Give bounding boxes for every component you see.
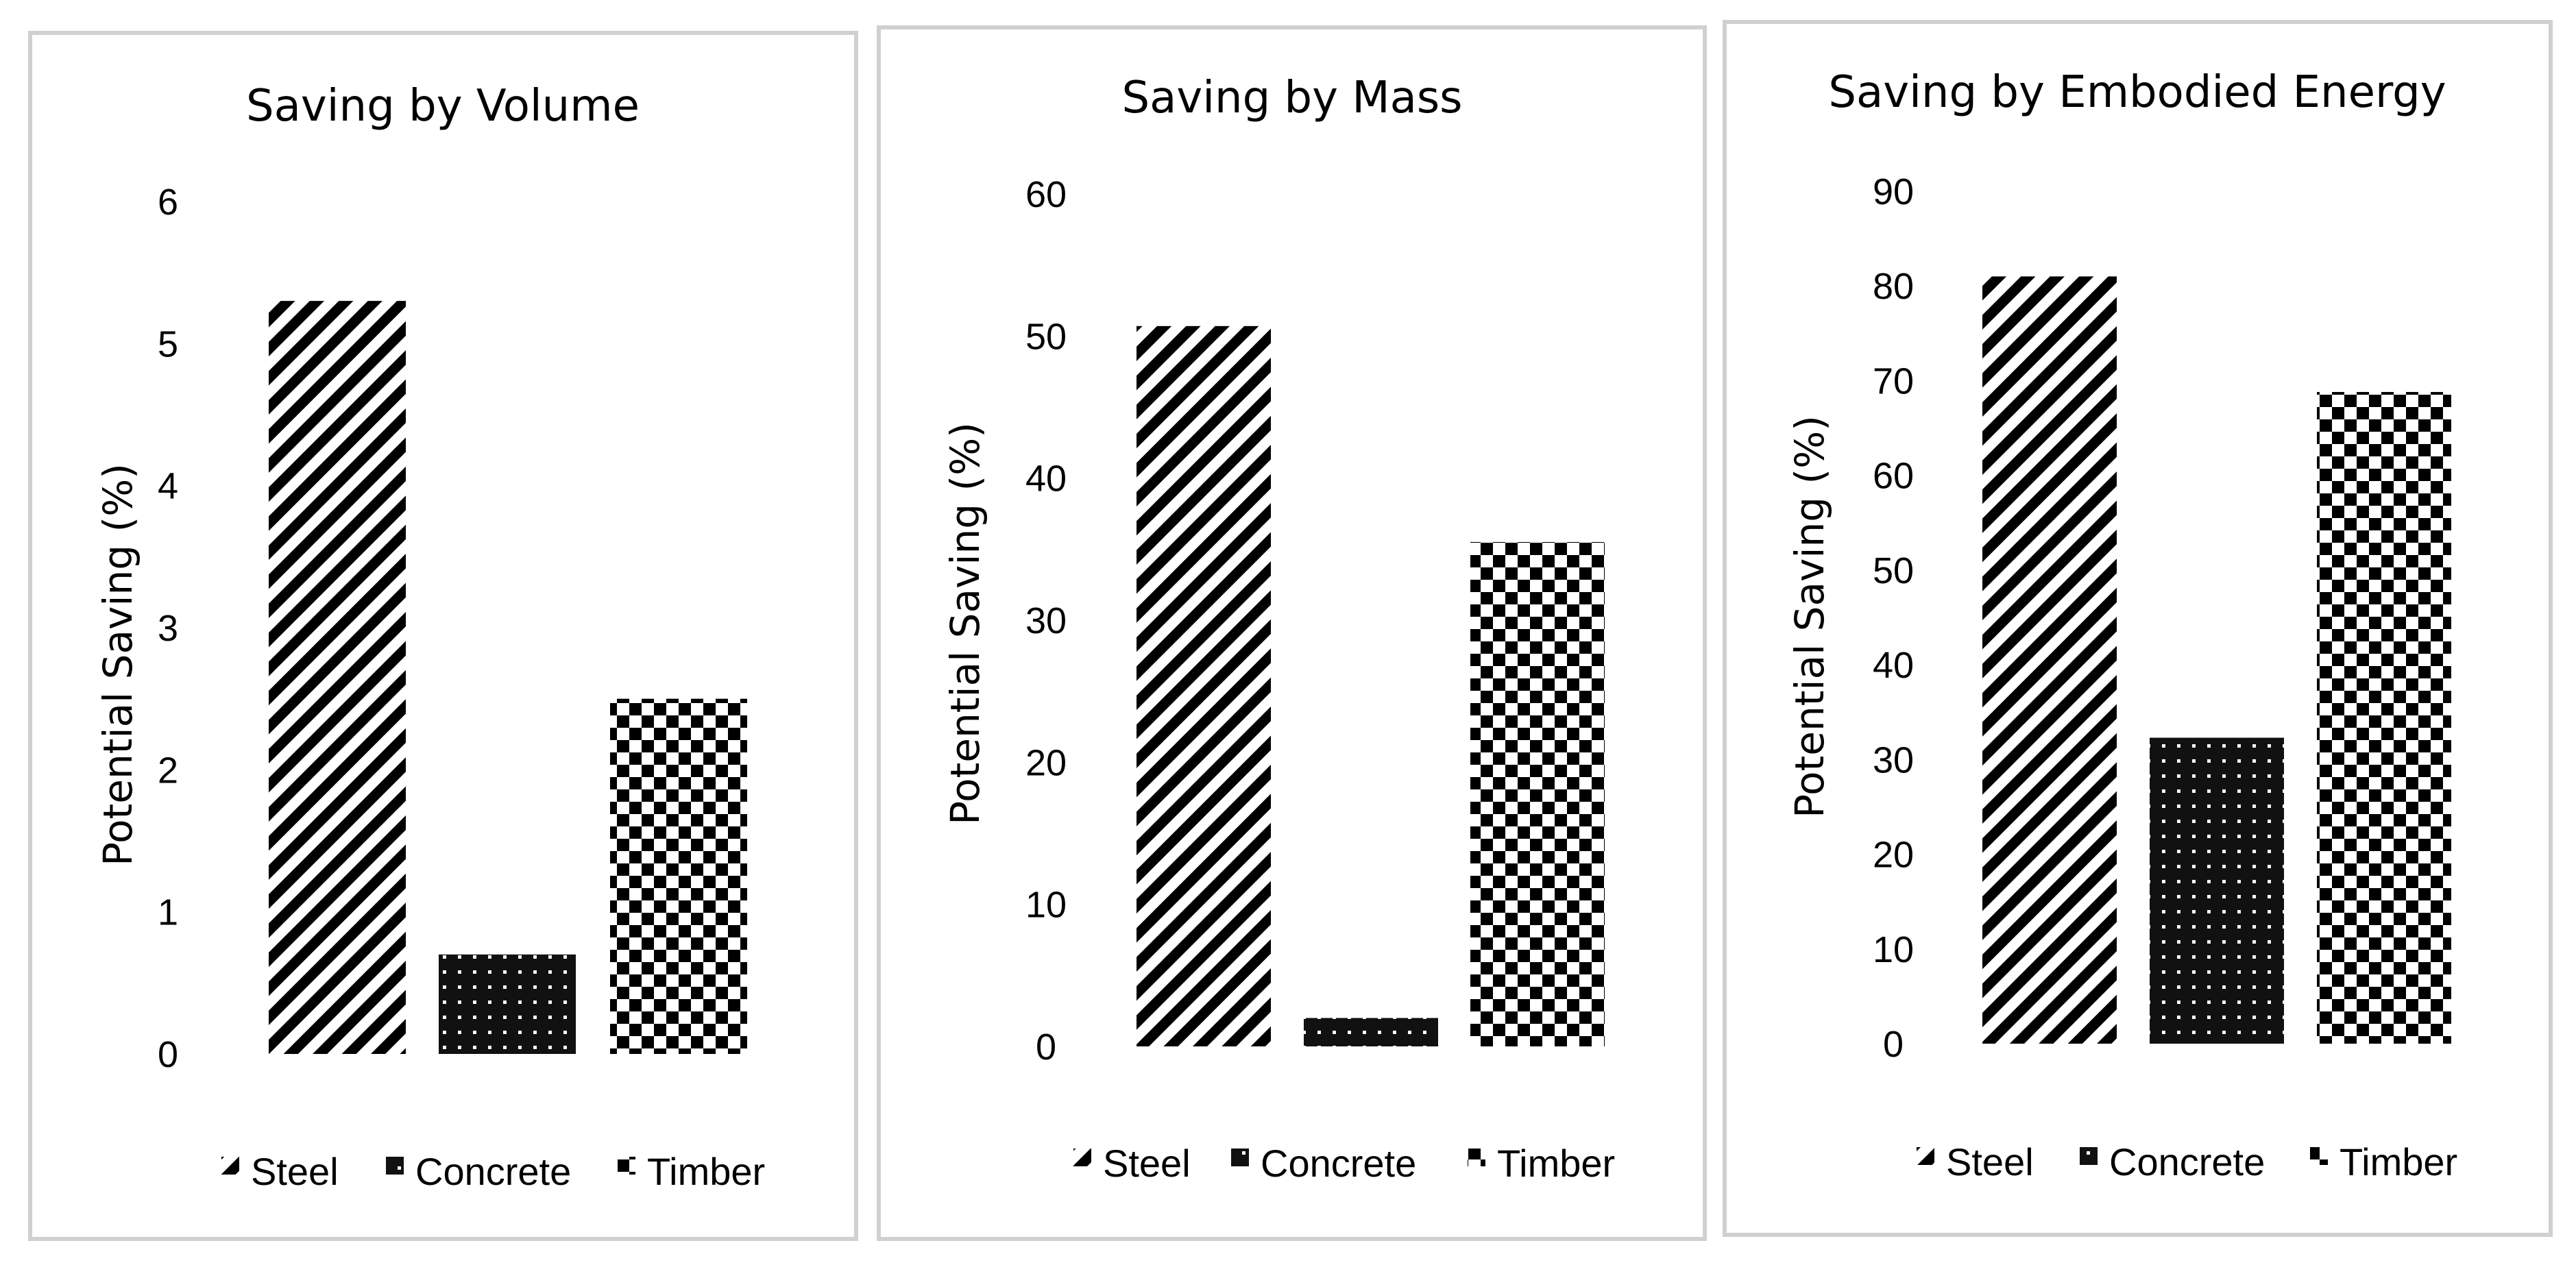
y-tick-label: 30 — [1025, 600, 1067, 641]
bar-steel — [1137, 326, 1271, 1046]
y-tick-label: 50 — [1873, 550, 1914, 591]
bars — [1982, 276, 2451, 1044]
legend: Steel Concrete Timber — [1917, 1140, 2457, 1183]
legend: Steel Concrete Timber — [221, 1150, 765, 1193]
legend-swatch-steel — [1917, 1147, 1934, 1165]
y-axis-label: Potential Saving (%) — [1786, 415, 1833, 818]
bar-concrete — [1304, 1018, 1438, 1046]
y-tick-label: 10 — [1025, 885, 1067, 926]
legend: Steel Concrete Timber — [1073, 1142, 1615, 1185]
bar-steel — [269, 301, 406, 1055]
legend-label-timber: Timber — [647, 1150, 765, 1193]
y-tick-label: 60 — [1873, 456, 1914, 497]
bars — [1137, 326, 1605, 1046]
legend-swatch-timber — [1468, 1149, 1485, 1166]
chart-frame — [28, 31, 858, 1241]
y-tick-label: 3 — [158, 608, 178, 649]
y-axis-ticks: 0 10 20 30 40 50 60 — [1025, 174, 1067, 1068]
legend-swatch-concrete — [386, 1157, 404, 1175]
legend-label-timber: Timber — [2340, 1140, 2457, 1183]
y-tick-label: 0 — [1883, 1024, 1904, 1065]
y-tick-label: 40 — [1873, 645, 1914, 686]
legend-swatch-concrete — [2080, 1147, 2098, 1165]
y-tick-label: 2 — [158, 750, 178, 791]
y-tick-label: 20 — [1873, 835, 1914, 876]
legend-label-concrete: Concrete — [415, 1150, 571, 1193]
y-tick-label: 40 — [1025, 458, 1067, 500]
y-tick-label: 30 — [1873, 739, 1914, 781]
chart-title: Saving by Mass — [1122, 73, 1463, 123]
legend-label-concrete: Concrete — [2109, 1140, 2265, 1183]
y-tick-label: 1 — [158, 892, 178, 933]
chart-panel-embodied-energy: Saving by Embodied Energy 0 10 20 30 40 50 60 7… — [1723, 20, 2553, 1237]
chart-panel-mass: Saving by Mass 0 10 20 30 40 50 60 Potential S… — [877, 25, 1707, 1241]
y-tick-label: 0 — [158, 1034, 178, 1075]
legend-swatch-concrete — [1231, 1149, 1249, 1166]
bar-concrete — [2150, 737, 2284, 1044]
y-tick-label: 10 — [1873, 929, 1914, 970]
y-axis-label: Potential Saving (%) — [942, 422, 988, 825]
y-tick-label: 70 — [1873, 360, 1914, 402]
y-axis-ticks: 0 10 20 30 40 50 60 70 80 90 — [1873, 171, 1914, 1065]
y-tick-label: 4 — [158, 466, 178, 507]
legend-swatch-steel — [221, 1157, 239, 1175]
chart-title: Saving by Volume — [246, 81, 640, 132]
y-tick-label: 60 — [1025, 174, 1067, 215]
legend-swatch-timber — [2310, 1147, 2328, 1165]
bar-timber — [610, 698, 747, 1054]
legend-swatch-steel — [1073, 1149, 1091, 1166]
legend-swatch-timber — [618, 1157, 635, 1175]
y-axis-ticks: 0 1 2 3 4 5 6 — [158, 182, 178, 1075]
bars — [269, 301, 747, 1055]
y-axis-label: Potential Saving (%) — [95, 463, 141, 866]
y-tick-label: 0 — [1036, 1027, 1056, 1068]
bar-timber — [1470, 541, 1605, 1046]
y-tick-label: 20 — [1025, 742, 1067, 783]
y-tick-label: 80 — [1873, 266, 1914, 307]
legend-label-concrete: Concrete — [1261, 1142, 1416, 1185]
bar-concrete — [439, 954, 576, 1054]
legend-label-steel: Steel — [1103, 1142, 1191, 1185]
y-tick-label: 50 — [1025, 316, 1067, 357]
legend-label-timber: Timber — [1497, 1142, 1615, 1185]
bar-timber — [2317, 392, 2451, 1044]
y-tick-label: 5 — [158, 323, 178, 365]
chart-title: Saving by Embodied Energy — [1828, 67, 2446, 118]
legend-label-steel: Steel — [1946, 1140, 2034, 1183]
y-tick-label: 6 — [158, 182, 178, 223]
chart-panel-volume: Saving by Volume 0 1 2 3 4 5 6 Potential Savin… — [28, 31, 858, 1241]
y-tick-label: 90 — [1873, 171, 1914, 212]
legend-label-steel: Steel — [251, 1150, 339, 1193]
bar-steel — [1982, 276, 2117, 1044]
